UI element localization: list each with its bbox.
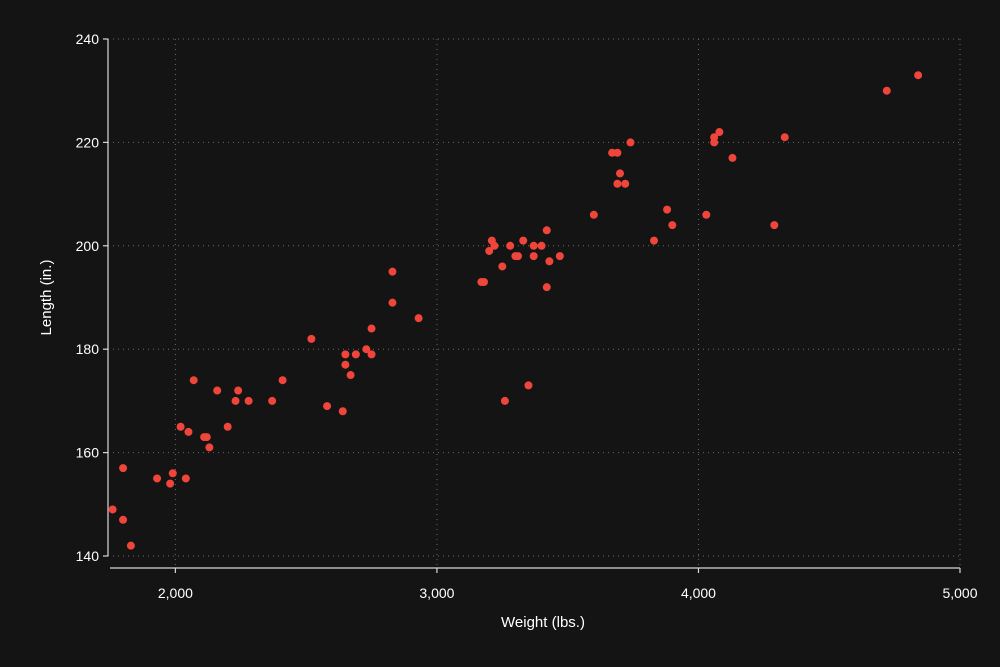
data-point — [202, 433, 211, 442]
x-tick-label: 3,000 — [419, 585, 454, 601]
data-point — [181, 474, 190, 483]
x-tick-label: 5,000 — [942, 585, 977, 601]
data-point — [184, 427, 193, 436]
y-axis-ticks: 140 160 180 200 220 240 — [76, 31, 108, 564]
data-point — [388, 267, 397, 276]
data-point — [351, 350, 360, 359]
data-point — [882, 86, 891, 95]
data-point — [119, 515, 128, 524]
x-axis-ticks: 2,000 3,000 4,000 5,000 — [158, 568, 978, 601]
data-point — [537, 241, 546, 250]
x-tick-label: 2,000 — [158, 585, 193, 601]
data-point — [555, 252, 564, 261]
data-point — [168, 469, 177, 478]
data-point — [231, 396, 240, 405]
data-point — [613, 179, 622, 188]
data-point — [626, 138, 635, 147]
data-point — [519, 236, 528, 245]
data-point — [108, 505, 117, 514]
gridlines — [108, 38, 961, 568]
data-point — [524, 381, 533, 390]
data-point — [490, 241, 499, 250]
data-point — [710, 138, 719, 147]
data-point — [205, 443, 214, 452]
x-tick-label: 4,000 — [681, 585, 716, 601]
data-point — [780, 133, 789, 142]
data-point — [529, 241, 538, 250]
data-point — [589, 210, 598, 219]
data-point — [616, 169, 624, 178]
data-point — [341, 350, 350, 359]
data-point — [613, 148, 622, 157]
y-axis-title: Length (in.) — [38, 260, 55, 336]
data-point — [485, 246, 494, 255]
data-point — [529, 252, 538, 261]
data-point — [506, 241, 515, 250]
data-point — [176, 422, 185, 431]
y-tick-label: 160 — [76, 445, 100, 461]
data-point — [268, 396, 277, 405]
data-point — [663, 205, 672, 214]
data-point — [514, 252, 522, 261]
data-point — [362, 345, 371, 354]
y-tick-label: 240 — [76, 31, 100, 47]
data-point — [388, 298, 397, 307]
data-point — [480, 277, 488, 286]
data-point — [341, 360, 350, 369]
y-tick-label: 140 — [76, 548, 100, 564]
data-point — [414, 314, 423, 323]
data-point — [278, 376, 287, 385]
data-point — [542, 226, 551, 235]
data-point — [702, 210, 711, 219]
axes — [107, 39, 960, 569]
data-point — [119, 464, 128, 473]
data-point — [234, 386, 243, 395]
data-point — [650, 236, 658, 245]
data-point — [770, 221, 779, 230]
y-tick-label: 180 — [76, 341, 100, 357]
data-point — [728, 153, 737, 162]
data-point — [153, 474, 162, 483]
data-point — [621, 179, 630, 188]
data-point — [498, 262, 507, 271]
data-point — [323, 402, 332, 411]
data-point — [223, 422, 232, 431]
data-points — [108, 71, 923, 550]
y-tick-label: 220 — [76, 134, 100, 150]
data-point — [307, 334, 316, 343]
data-point — [668, 221, 677, 230]
x-axis-title: Weight (lbs.) — [501, 614, 585, 631]
data-point — [244, 396, 253, 405]
data-point — [367, 324, 376, 333]
data-point — [542, 283, 551, 292]
data-point — [500, 396, 509, 405]
data-point — [338, 407, 347, 416]
data-point — [189, 376, 198, 385]
y-tick-label: 200 — [76, 238, 100, 254]
data-point — [545, 257, 554, 266]
data-point — [213, 386, 222, 395]
data-point — [126, 541, 135, 550]
data-point — [914, 71, 923, 80]
data-point — [715, 128, 724, 137]
data-point — [166, 479, 175, 488]
data-point — [346, 371, 355, 380]
data-point — [367, 350, 376, 359]
